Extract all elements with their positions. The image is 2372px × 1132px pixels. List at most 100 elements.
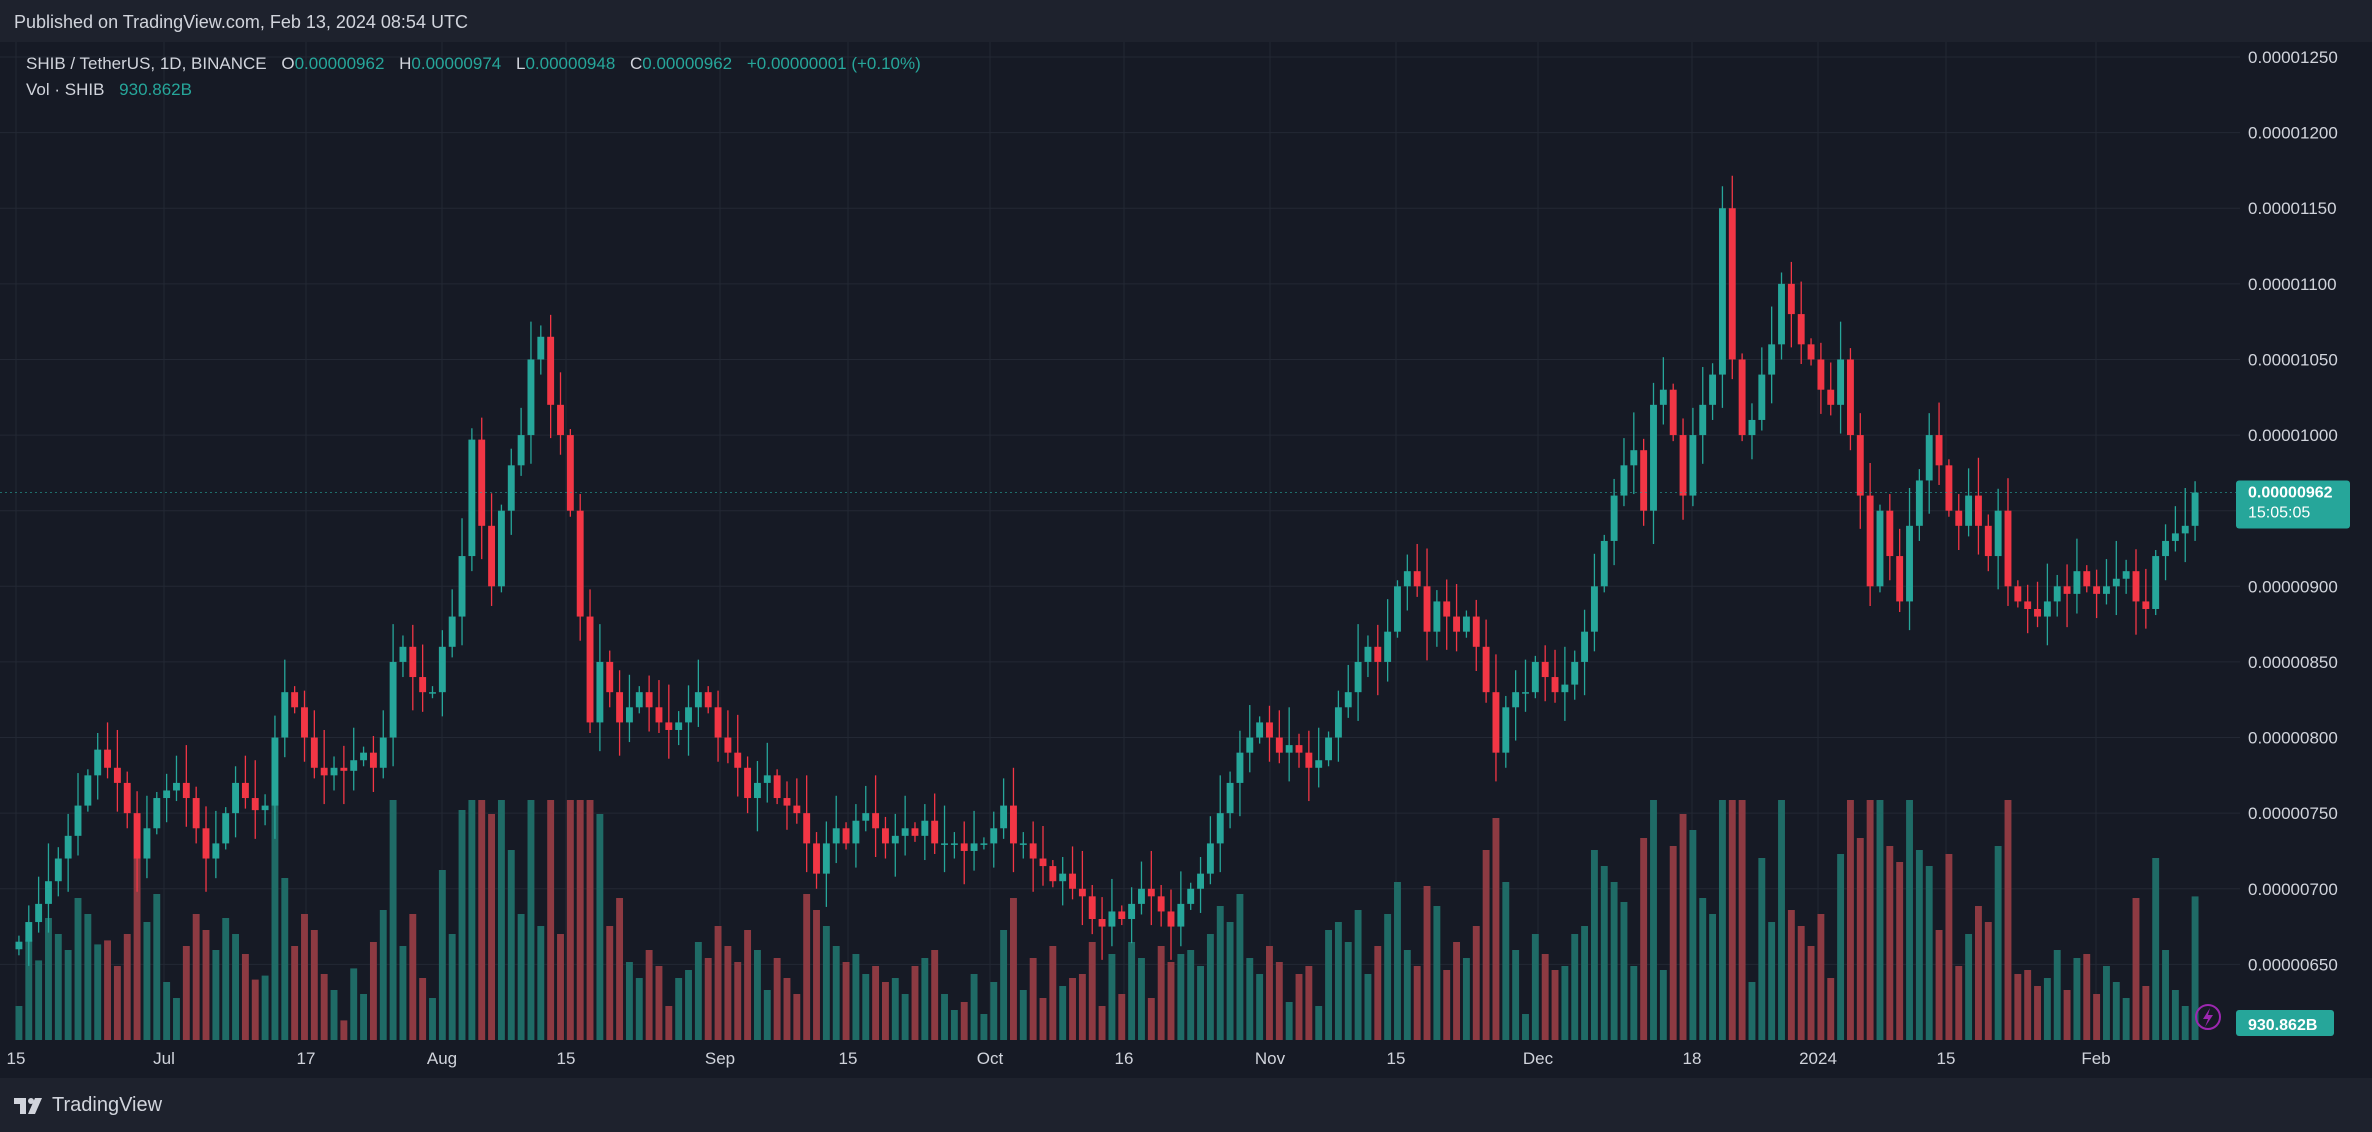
volume-bar bbox=[1157, 946, 1165, 1040]
time-tick-label: 16 bbox=[1115, 1049, 1134, 1068]
volume-bar bbox=[1423, 886, 1431, 1040]
volume-bar bbox=[123, 934, 131, 1040]
candle-body bbox=[1600, 540, 1608, 587]
price-chart[interactable]: 0.00000650 0.00000700 0.00000750 0.00000800… bbox=[0, 0, 2372, 1078]
candle-body bbox=[74, 805, 82, 836]
volume-bar bbox=[1571, 934, 1579, 1040]
volume-bar bbox=[1886, 846, 1894, 1040]
time-tick-label: 15 bbox=[7, 1049, 26, 1068]
volume-bar bbox=[1925, 866, 1933, 1040]
volume-bar bbox=[458, 810, 466, 1040]
candle-body bbox=[448, 616, 456, 647]
candle-body bbox=[596, 661, 604, 723]
candle-body bbox=[2053, 586, 2061, 602]
volume-bar bbox=[1748, 982, 1756, 1040]
tradingview-logo[interactable]: TradingView bbox=[14, 1094, 162, 1117]
volume-bar bbox=[793, 994, 801, 1040]
candle-body bbox=[1354, 661, 1362, 693]
footer-bar bbox=[0, 1078, 2372, 1132]
volume-bar bbox=[635, 978, 643, 1040]
candle-body bbox=[1650, 404, 1657, 511]
candle-body bbox=[2083, 571, 2091, 587]
volume-bar bbox=[104, 940, 111, 1040]
candle-body bbox=[1817, 359, 1825, 390]
candle-body bbox=[1689, 435, 1697, 496]
candle-body bbox=[429, 692, 436, 694]
volume-bar bbox=[1541, 954, 1549, 1040]
volume-value: 930.862B bbox=[2248, 1017, 2317, 1034]
open-value: 0.00000962 bbox=[294, 54, 385, 73]
volume-bar bbox=[596, 814, 604, 1040]
candle-body bbox=[350, 760, 358, 771]
candle-body bbox=[458, 556, 466, 617]
time-tick-label: Sep bbox=[705, 1049, 735, 1068]
candle-body bbox=[1462, 616, 1470, 632]
change-value: +0.00000001 (+0.10%) bbox=[746, 54, 921, 73]
candle-body bbox=[1177, 903, 1185, 927]
volume-bar bbox=[448, 934, 456, 1040]
candle-body bbox=[1453, 616, 1461, 632]
candle-body bbox=[163, 790, 171, 799]
candle-body bbox=[310, 737, 318, 768]
candle-body bbox=[734, 752, 742, 768]
volume-bar bbox=[1236, 894, 1244, 1040]
volume-bar bbox=[419, 978, 427, 1040]
volume-bar bbox=[84, 914, 92, 1040]
volume-bar bbox=[783, 978, 791, 1040]
volume-bar bbox=[2181, 1006, 2189, 1040]
volume-bar bbox=[1709, 914, 1717, 1040]
candle-body bbox=[941, 843, 948, 845]
volume-bar bbox=[478, 800, 486, 1040]
candle-body bbox=[360, 752, 368, 761]
candle-body bbox=[714, 707, 722, 738]
volume-bar bbox=[1344, 942, 1352, 1040]
volume-bar bbox=[1522, 1014, 1529, 1040]
volume-bar bbox=[173, 998, 180, 1040]
price-tick-label: 0.00000850 bbox=[2248, 653, 2338, 672]
candle-body bbox=[1364, 646, 1372, 662]
candle-body bbox=[1334, 707, 1342, 738]
candle-body bbox=[1856, 435, 1864, 496]
volume-bar bbox=[64, 950, 72, 1040]
time-tick-label: 18 bbox=[1683, 1049, 1702, 1068]
volume-bar bbox=[1807, 946, 1815, 1040]
volume-bar bbox=[1650, 800, 1657, 1040]
candle-body bbox=[1866, 495, 1874, 587]
volume-bar bbox=[251, 979, 259, 1040]
volume-bar bbox=[1305, 966, 1313, 1040]
volume-bar bbox=[1689, 830, 1697, 1040]
time-tick-label: 15 bbox=[557, 1049, 576, 1068]
volume-bar bbox=[655, 966, 663, 1040]
time-axis: 15 Jul 17 Aug 15 Sep 15 Oct 16 Nov 15 Dec 18 2024 15 Fe… bbox=[7, 1049, 2111, 1068]
candle-body bbox=[1472, 616, 1480, 647]
volume-bar bbox=[616, 898, 624, 1040]
volume-bar bbox=[1354, 910, 1362, 1040]
volume-bar bbox=[1945, 854, 1953, 1040]
volume-bar bbox=[1512, 950, 1520, 1040]
volume-bar bbox=[921, 958, 929, 1040]
candle-body bbox=[655, 707, 663, 723]
volume-bar bbox=[1482, 850, 1490, 1040]
candle-body bbox=[566, 435, 574, 511]
candle-body bbox=[1994, 510, 2002, 557]
volume-bar bbox=[1935, 930, 1943, 1040]
volume-bar bbox=[1216, 906, 1224, 1040]
volume-bar bbox=[1758, 858, 1766, 1040]
volume-bar bbox=[557, 934, 564, 1040]
candle-body bbox=[1325, 737, 1333, 761]
candle-body bbox=[1197, 873, 1204, 889]
volume-bar bbox=[1531, 934, 1539, 1040]
volume-bar bbox=[1197, 966, 1204, 1040]
candle-body bbox=[1295, 745, 1303, 753]
candle-body bbox=[222, 813, 230, 844]
time-tick-label: 2024 bbox=[1799, 1049, 1837, 1068]
candle-body bbox=[1019, 843, 1027, 845]
candle-body bbox=[271, 737, 279, 806]
volume-bar bbox=[2122, 998, 2130, 1040]
candle-body bbox=[1403, 571, 1411, 587]
candle-body bbox=[832, 828, 840, 844]
lightning-icon[interactable] bbox=[2195, 1004, 2221, 1030]
candle-body bbox=[2103, 586, 2110, 594]
volume-bar bbox=[113, 966, 121, 1040]
ohlc-row: SHIB / TetherUS, 1D, BINANCE O0.00000962… bbox=[26, 54, 921, 80]
